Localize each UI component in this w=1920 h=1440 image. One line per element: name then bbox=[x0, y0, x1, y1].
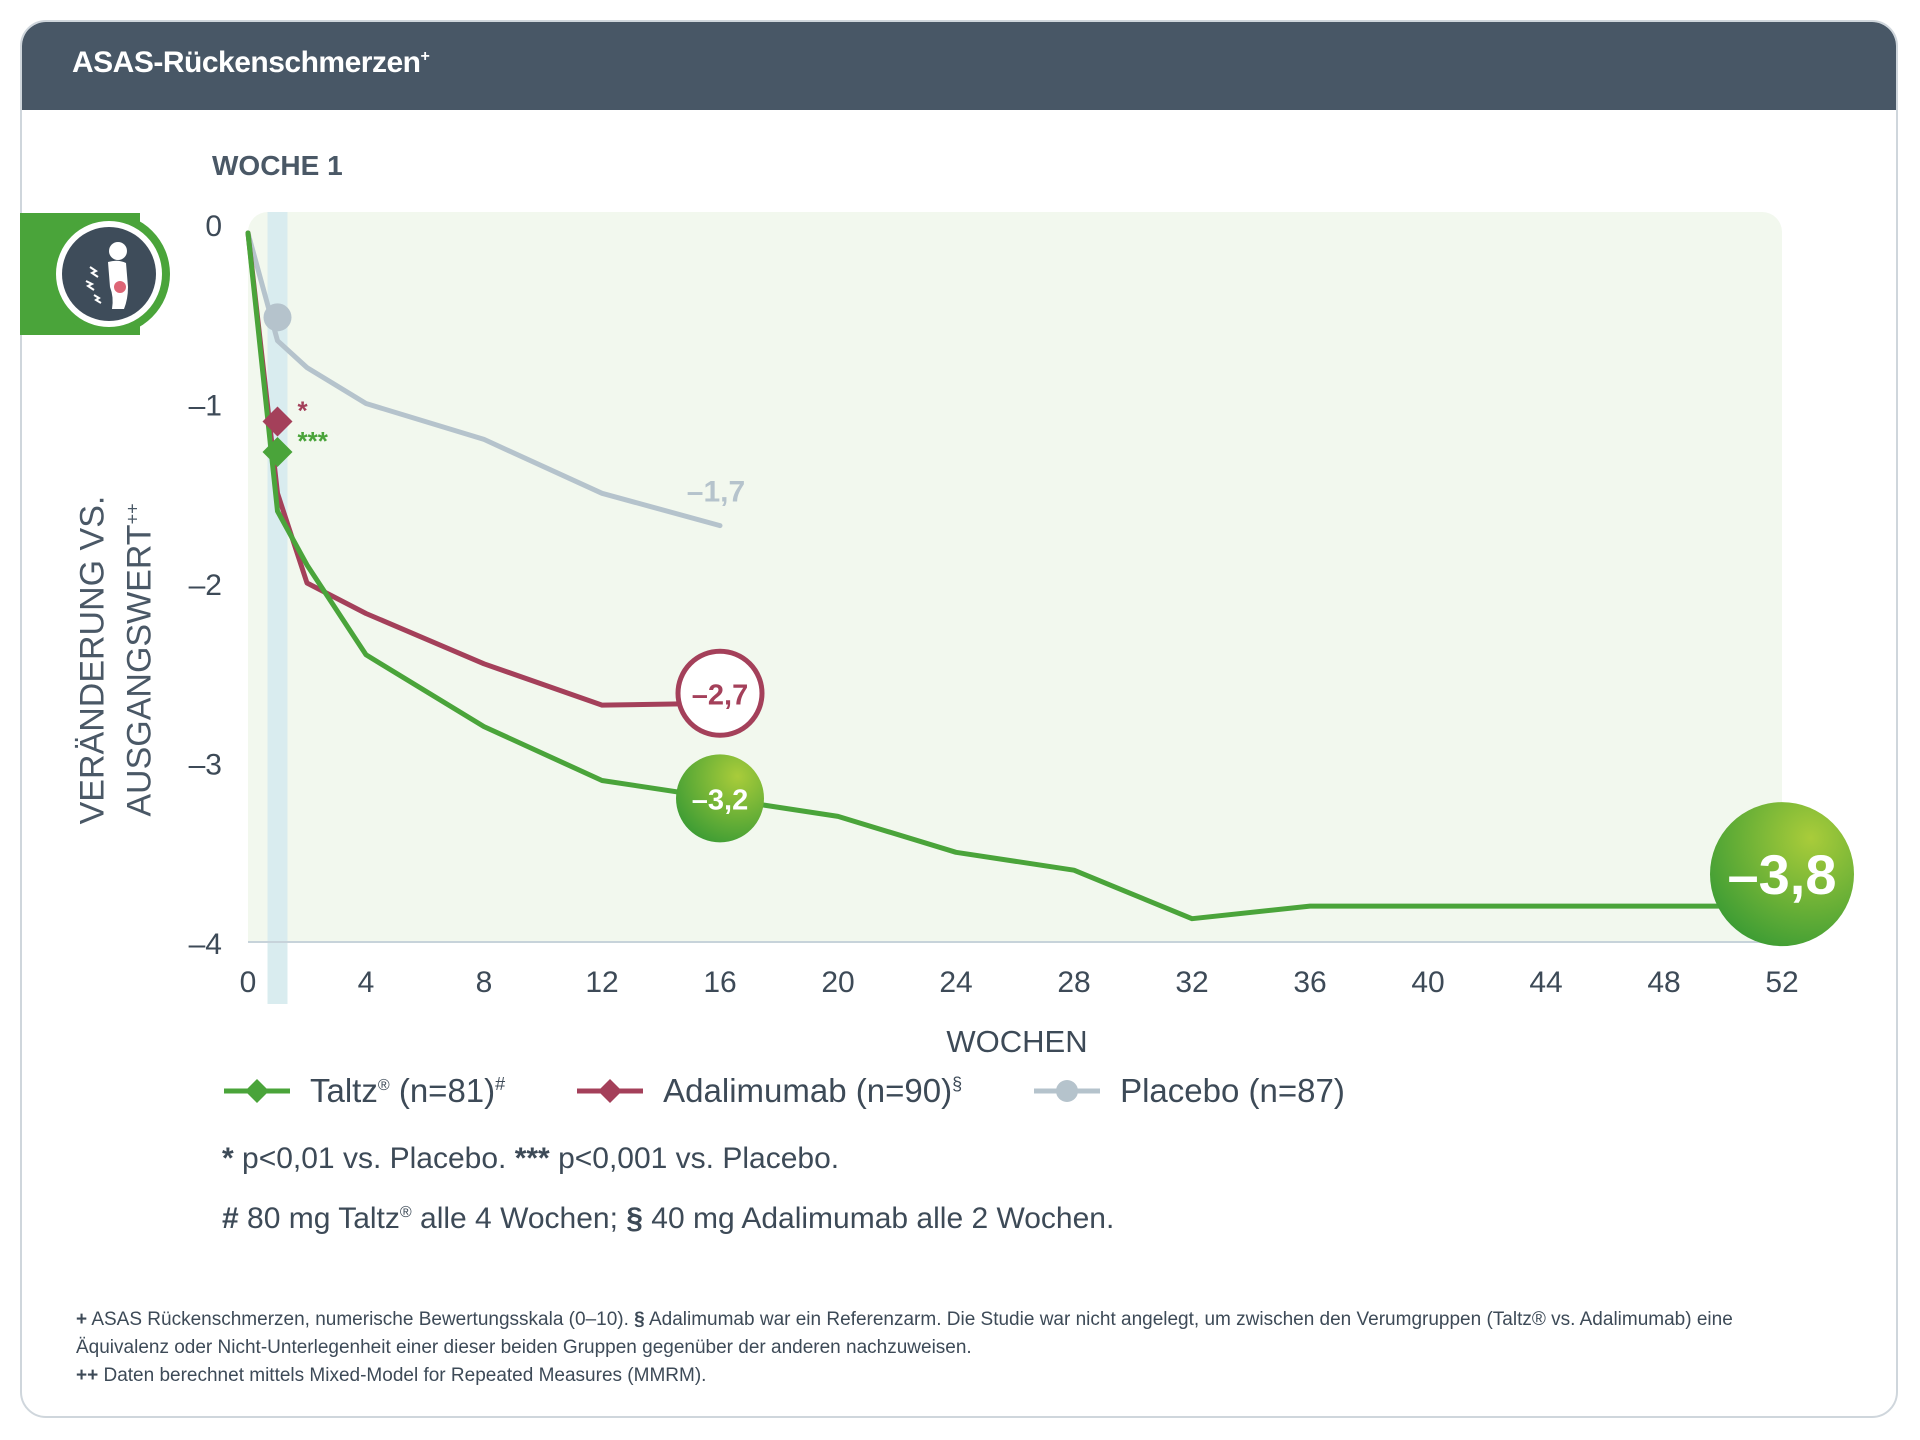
x-tick-label: 36 bbox=[1293, 966, 1326, 999]
legend-item-adalimumab: Adalimumab (n=90)§ bbox=[575, 1072, 962, 1110]
end-label-adalimumab: –2,7 bbox=[692, 679, 748, 711]
x-tick-label: 0 bbox=[240, 966, 257, 999]
dosing-note: # 80 mg Taltz® alle 4 Wochen; § 40 mg Ad… bbox=[222, 1202, 1115, 1235]
legend-swatch-taltz bbox=[224, 1079, 290, 1103]
x-tick-label: 24 bbox=[939, 966, 972, 999]
back-pain-icon bbox=[62, 227, 156, 321]
week-1-band bbox=[267, 212, 288, 1004]
x-tick-label: 40 bbox=[1411, 966, 1444, 999]
line-chart: 0–1–2–3–40 4 8 12 16 20 24 28 32 36 40 44 48 52WOCHEN… bbox=[189, 210, 1854, 1059]
legend-swatch-adalimumab bbox=[577, 1079, 644, 1103]
series-line-taltz bbox=[245, 230, 1785, 922]
x-tick-label: 28 bbox=[1057, 966, 1090, 999]
x-tick-label: 20 bbox=[821, 966, 854, 999]
legend: Taltz® (n=81)# Adalimumab (n=90)§ Placebo … bbox=[222, 1072, 1345, 1110]
plot-area bbox=[248, 212, 1782, 942]
legend-item-taltz: Taltz® (n=81)# bbox=[222, 1072, 505, 1110]
legend-swatch-placebo bbox=[1034, 1080, 1101, 1102]
y-tick-label: –4 bbox=[189, 928, 222, 961]
significance-label-adalimumab: * bbox=[298, 395, 309, 425]
x-tick-label: 12 bbox=[585, 966, 618, 999]
x-tick-label: 8 bbox=[476, 966, 493, 999]
week1-marker-placebo bbox=[263, 303, 292, 332]
x-tick-label: 48 bbox=[1647, 966, 1680, 999]
series-line-placebo bbox=[245, 230, 723, 529]
end-label-placebo: –1,7 bbox=[687, 476, 745, 509]
footnote-2: ++ Daten berechnet mittels Mixed-Model f… bbox=[76, 1365, 707, 1386]
x-tick-label: 16 bbox=[703, 966, 736, 999]
x-tick-label: 44 bbox=[1529, 966, 1562, 999]
y-tick-label: –1 bbox=[189, 390, 222, 423]
legend-label: Adalimumab (n=90)§ bbox=[663, 1072, 963, 1109]
y-tick-label: –2 bbox=[189, 569, 222, 602]
x-tick-label: 52 bbox=[1765, 966, 1798, 999]
end-badge-taltz-week16 bbox=[676, 754, 764, 843]
page-title: ASAS-Rückenschmerzen+ bbox=[72, 46, 430, 79]
footnote-1: + ASAS Rückenschmerzen, numerische Bewer… bbox=[76, 1309, 1733, 1358]
y-tick-label: –3 bbox=[189, 749, 222, 782]
legend-label: Placebo (n=87) bbox=[1120, 1072, 1345, 1109]
week-marker-label: WOCHE 1 bbox=[212, 150, 343, 181]
end-label-taltz-week16: –3,2 bbox=[692, 784, 748, 816]
x-axis-label: WOCHEN bbox=[946, 1024, 1087, 1059]
end-badge-adalimumab bbox=[675, 648, 765, 738]
end-badge-taltz-week52 bbox=[1710, 802, 1854, 947]
footnotes: + ASAS Rückenschmerzen, numerische Bewer… bbox=[76, 1306, 1776, 1390]
y-tick-label: 0 bbox=[205, 210, 222, 243]
legend-item-placebo: Placebo (n=87) bbox=[1032, 1072, 1345, 1110]
x-tick-label: 4 bbox=[358, 966, 375, 999]
week1-marker-adalimumab bbox=[262, 406, 293, 437]
end-label-taltz-week52: –3,8 bbox=[1728, 843, 1837, 906]
significance-note: * p<0,01 vs. Placebo. *** p<0,001 vs. Pl… bbox=[222, 1142, 840, 1175]
significance-label-taltz: *** bbox=[298, 426, 329, 456]
week1-marker-taltz bbox=[262, 436, 293, 467]
card-header: ASAS-Rückenschmerzen+ bbox=[22, 22, 1896, 110]
legend-label: Taltz® (n=81)# bbox=[310, 1072, 506, 1109]
x-tick-label: 32 bbox=[1175, 966, 1208, 999]
